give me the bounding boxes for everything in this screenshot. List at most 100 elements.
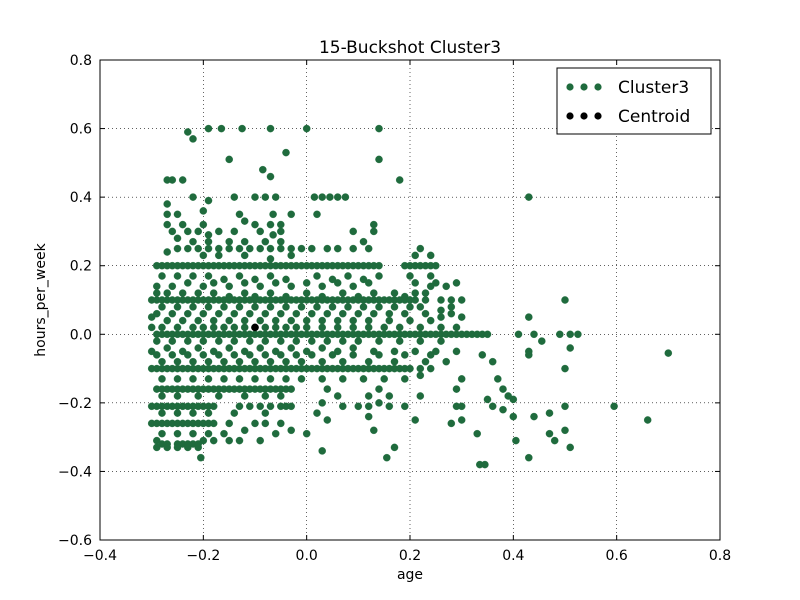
cluster3-point [163, 220, 171, 229]
cluster3-point [411, 296, 419, 304]
cluster3-point [173, 443, 182, 452]
cluster3-point [318, 316, 326, 325]
cluster3-point [333, 244, 342, 253]
x-tick-label: 0.4 [502, 548, 524, 564]
cluster3-point [339, 337, 347, 345]
cluster3-point [163, 210, 171, 219]
cluster3-point [266, 124, 275, 133]
cluster3-point [416, 337, 425, 345]
cluster3-point [163, 289, 171, 297]
cluster3-point [261, 419, 270, 428]
cluster3-point [390, 357, 399, 366]
cluster3-point [230, 337, 239, 345]
y-tick-label: 0.6 [70, 122, 92, 138]
cluster3-point [256, 344, 264, 352]
cluster3-point [158, 429, 166, 438]
cluster3-point [168, 337, 177, 345]
cluster3-point [333, 193, 342, 201]
cluster3-point [277, 237, 285, 246]
cluster3-point [266, 255, 275, 263]
cluster3-point [220, 323, 228, 332]
cluster3-point [339, 289, 347, 297]
cluster3-point [204, 409, 213, 417]
cluster3-point [349, 244, 357, 253]
legend: Cluster3 Centroid [556, 67, 712, 135]
cluster3-point [310, 193, 319, 201]
cluster3-point [158, 272, 166, 280]
cluster3-point [163, 316, 171, 325]
cluster3-point [189, 429, 197, 438]
cluster3-point [163, 176, 171, 184]
cluster3-point [173, 409, 182, 417]
cluster3-point [473, 429, 481, 438]
cluster3-point [333, 316, 342, 325]
cluster3-point [302, 289, 311, 297]
cluster3-point [447, 309, 456, 318]
cluster3-point [416, 371, 425, 380]
cluster3-point [370, 220, 378, 229]
cluster3-point [545, 429, 554, 438]
cluster3-point [147, 313, 156, 321]
legend-marker [580, 112, 588, 120]
cluster3-point [364, 244, 373, 253]
cluster3-point [349, 227, 357, 236]
cluster3-point [411, 347, 419, 356]
cluster3-point [499, 385, 507, 393]
cluster3-point [230, 323, 239, 332]
cluster3-point [426, 251, 435, 260]
cluster3-point [297, 375, 306, 383]
cluster3-point [432, 261, 440, 270]
cluster3-point [561, 426, 569, 435]
cluster3-point [189, 303, 197, 311]
cluster3-point [287, 251, 295, 260]
cluster3-point [235, 357, 244, 366]
cluster3-point [199, 436, 208, 445]
cluster3-point [375, 351, 383, 359]
cluster3-point [566, 443, 574, 452]
cluster3-point [452, 385, 461, 393]
cluster3-point [323, 337, 332, 345]
cluster3-point [220, 429, 228, 438]
cluster3-point [437, 313, 445, 321]
cluster3-point [452, 279, 461, 287]
cluster3-point [158, 357, 166, 366]
x-tick-label: 0.0 [296, 548, 318, 564]
cluster3-point [287, 426, 295, 435]
cluster3-point [240, 279, 249, 287]
cluster3-point [375, 399, 383, 407]
cluster3-point [215, 392, 223, 400]
cluster3-point [261, 337, 270, 345]
cluster3-point [277, 227, 285, 236]
cluster3-point [189, 272, 197, 280]
y-tick-label: −0.4 [58, 464, 92, 480]
cluster3-point [375, 155, 383, 164]
cluster3-point [478, 351, 487, 359]
cluster3-point [204, 244, 213, 253]
cluster3-point [457, 402, 466, 411]
cluster3-point [261, 323, 270, 332]
cluster3-point [308, 309, 316, 318]
cluster3-point [225, 344, 233, 352]
cluster3-point [354, 309, 363, 318]
cluster3-point [199, 309, 208, 318]
cluster3-point [509, 395, 518, 404]
cluster3-point [173, 323, 182, 332]
cluster3-point [209, 323, 218, 332]
cluster3-point [488, 402, 497, 411]
cluster3-point [189, 193, 197, 201]
cluster3-point [194, 344, 202, 352]
cluster3-point [153, 282, 161, 291]
centroid-point [251, 323, 259, 332]
y-tick-label: −0.6 [58, 533, 92, 549]
cluster3-point [287, 244, 295, 253]
cluster3-point [240, 392, 249, 400]
cluster3-point [308, 351, 316, 359]
cluster3-point [153, 351, 161, 359]
cluster3-point [266, 357, 275, 366]
cluster3-point [364, 412, 373, 421]
cluster3-point [271, 279, 280, 287]
cluster3-point [339, 309, 347, 318]
cluster3-point [525, 313, 533, 321]
cluster3-point [339, 402, 347, 411]
cluster3-point [189, 357, 197, 366]
